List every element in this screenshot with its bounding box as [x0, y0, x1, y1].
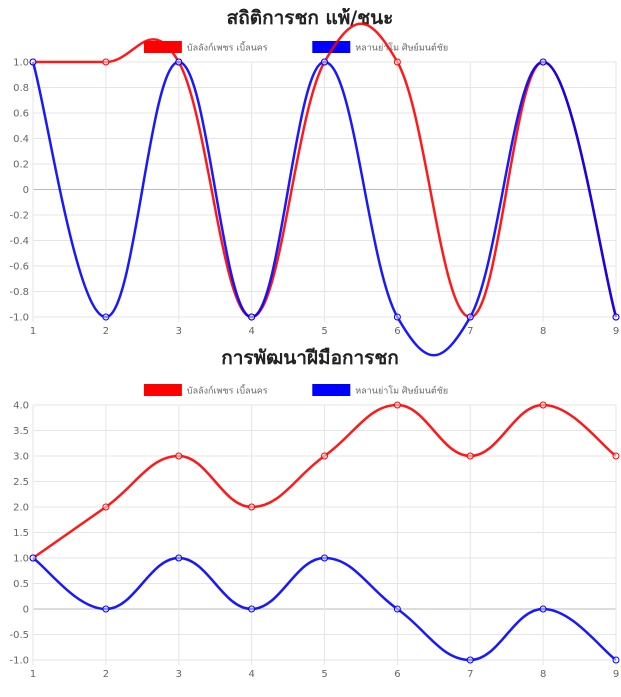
chart-2-grid: 4.0 3.5 3.0 2.5 2.0 1.5 1.0 0.5 0 -0.5 -1.01 2 3 4 5 6 7…	[9, 401, 619, 681]
y-tick-label: 2.0	[13, 503, 29, 514]
x-tick-label: 4	[248, 669, 254, 680]
y-tick-label: -0.2	[9, 211, 29, 222]
y-tick-label: 0	[23, 605, 29, 616]
y-tick-label: 0.4	[13, 134, 29, 145]
data-point[interactable]	[321, 58, 328, 66]
y-tick-label: 3.0	[13, 452, 29, 463]
data-point[interactable]	[175, 554, 183, 562]
y-tick-label: 0.6	[13, 109, 29, 120]
data-point[interactable]	[175, 452, 183, 460]
y-tick-label: -0.5	[9, 630, 29, 641]
data-point[interactable]	[466, 313, 474, 321]
data-point[interactable]	[539, 401, 547, 409]
x-tick-label: 5	[321, 326, 327, 337]
y-tick-label: 0.8	[13, 83, 29, 94]
data-point[interactable]	[102, 503, 110, 511]
data-point[interactable]	[175, 58, 183, 66]
x-tick-label: 8	[540, 326, 546, 337]
chart-1-title: สถิติการชก แพ้/ชนะ	[227, 7, 394, 29]
x-tick-label: 2	[103, 669, 109, 680]
y-tick-label: -0.6	[9, 262, 29, 273]
data-point[interactable]	[29, 58, 37, 66]
x-tick-label: 9	[613, 326, 619, 337]
x-tick-label: 4	[248, 326, 254, 337]
legend-label-1: บัลลังก์เพชร เบิ้ลนคร	[187, 41, 268, 54]
data-point[interactable]	[539, 605, 547, 613]
legend-item-1[interactable]: บัลลังก์เพชร เบิ้ลนคร	[143, 384, 268, 397]
data-point[interactable]	[393, 58, 401, 66]
x-tick-label: 6	[394, 326, 400, 337]
data-point[interactable]	[466, 452, 474, 460]
data-point[interactable]	[393, 605, 401, 613]
legend-swatch-2	[312, 41, 351, 53]
data-point[interactable]	[393, 401, 401, 409]
legend-label-2: หลานย่าโม ศิษย์มนต์ชัย	[355, 385, 448, 397]
data-point[interactable]	[612, 313, 620, 321]
legend-item-2[interactable]: หลานย่าโม ศิษย์มนต์ชัย	[312, 384, 448, 397]
y-tick-label: 0.2	[13, 160, 29, 171]
y-tick-label: 1.0	[13, 554, 29, 565]
legend-item-2[interactable]: หลานย่าโม ศิษย์มนต์ชัย	[312, 41, 448, 54]
y-tick-label: 1.0	[13, 58, 29, 69]
x-tick-label: 7	[467, 669, 473, 680]
data-point[interactable]	[612, 452, 620, 460]
legend-swatch-1	[143, 384, 182, 396]
chart-1-legend[interactable]: บัลลังก์เพชร เบิ้ลนคร หลานย่าโม ศิษย์มนต์…	[143, 41, 448, 54]
x-tick-label: 8	[540, 669, 546, 680]
x-tick-label: 6	[394, 669, 400, 680]
y-tick-label: 0.5	[13, 579, 29, 590]
chart-2-legend[interactable]: บัลลังก์เพชร เบิ้ลนคร หลานย่าโม ศิษย์มนต์…	[143, 384, 448, 397]
data-point[interactable]	[248, 605, 256, 613]
x-tick-label: 9	[613, 669, 619, 680]
data-point[interactable]	[321, 452, 328, 460]
x-tick-label: 3	[176, 669, 182, 680]
data-point[interactable]	[393, 313, 401, 321]
data-point[interactable]	[29, 554, 37, 562]
legend-label-1: บัลลังก์เพชร เบิ้ลนคร	[187, 384, 268, 397]
chart-2-title: การพัฒนาฝีมือการชก	[221, 347, 399, 369]
series-line-1	[33, 22, 618, 319]
data-point[interactable]	[539, 58, 547, 66]
data-point[interactable]	[321, 554, 328, 562]
y-tick-label: -1.0	[9, 656, 29, 667]
legend-swatch-1	[143, 41, 182, 53]
x-tick-label: 5	[321, 669, 327, 680]
chart-2-series-1	[29, 401, 620, 562]
data-point[interactable]	[248, 313, 256, 321]
y-tick-label: 2.5	[13, 477, 29, 488]
data-point[interactable]	[248, 503, 256, 511]
y-tick-label: 0	[23, 185, 29, 196]
data-point[interactable]	[466, 656, 474, 664]
chart-2-series-2	[29, 554, 620, 664]
x-tick-label: 2	[103, 326, 109, 337]
legend-swatch-2	[312, 384, 351, 396]
x-tick-label: 3	[176, 326, 182, 337]
y-tick-label: -0.4	[9, 236, 29, 247]
legend-item-1[interactable]: บัลลังก์เพชร เบิ้ลนคร	[143, 41, 268, 54]
x-tick-label: 1	[30, 669, 36, 680]
x-tick-label: 7	[467, 326, 473, 337]
chart-1-series-2	[29, 58, 620, 357]
data-point[interactable]	[102, 605, 110, 613]
data-point[interactable]	[612, 656, 620, 664]
y-tick-label: 4.0	[13, 401, 29, 412]
legend-label-2: หลานย่าโม ศิษย์มนต์ชัย	[355, 42, 448, 54]
data-point[interactable]	[102, 313, 110, 321]
chart-1-grid: 1.0 0.8 0.6 0.4 0.2 0 -0.2 -0.4 -0.6 -0.8 -1.01 2 3 4…	[9, 58, 619, 338]
y-tick-label: 1.5	[13, 528, 29, 539]
y-tick-label: -0.8	[9, 287, 29, 298]
x-tick-label: 1	[30, 326, 36, 337]
y-tick-label: -1.0	[9, 313, 29, 324]
series-line-2	[31, 60, 618, 357]
data-point[interactable]	[102, 58, 110, 66]
y-tick-label: 3.5	[13, 426, 29, 437]
